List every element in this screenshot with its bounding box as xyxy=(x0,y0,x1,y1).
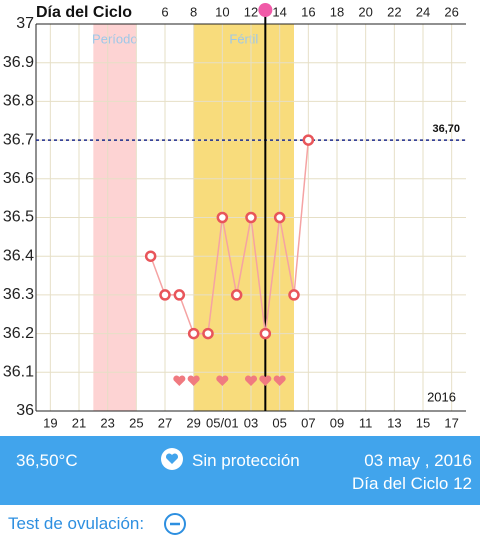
x2-tick-label: 24 xyxy=(416,4,430,19)
date: 03 may , 2016 xyxy=(364,451,472,470)
ovulation-label: Test de ovulación: xyxy=(8,514,145,533)
x-tick-label: 23 xyxy=(100,415,114,430)
y-tick-label: 36.2 xyxy=(3,325,34,342)
x2-tick-label: 18 xyxy=(330,4,344,19)
x2-tick-label: 14 xyxy=(272,4,286,19)
y-tick-label: 36.6 xyxy=(3,170,34,187)
band-label: Fértil xyxy=(229,31,258,46)
x-tick-label: 17 xyxy=(444,415,458,430)
x-tick-label: 13 xyxy=(387,415,401,430)
x2-tick-label: 10 xyxy=(215,4,229,19)
temperature-point xyxy=(259,327,272,340)
x-tick-label: 21 xyxy=(72,415,86,430)
x-tick-label: 09 xyxy=(330,415,344,430)
x-tick-label: 25 xyxy=(129,415,143,430)
heart-icon xyxy=(161,448,183,470)
chart: Día del Ciclo Período Fértil 36 36.1 36.2 36.… xyxy=(3,3,466,430)
temperature-point xyxy=(302,134,315,146)
heart xyxy=(273,375,286,386)
temperature-point xyxy=(273,211,286,224)
ovulation-toggle[interactable] xyxy=(163,512,187,536)
band-label: Período xyxy=(92,31,138,46)
y-tick-label: 36.1 xyxy=(3,364,34,381)
heart xyxy=(244,375,258,386)
x-tick-label: 03 xyxy=(244,415,258,430)
cursor-handle xyxy=(258,3,273,17)
temperature-point xyxy=(159,289,171,301)
x2-tick-label: 26 xyxy=(444,4,458,19)
y-tick-label: 36.4 xyxy=(3,247,34,264)
y-tick-label: 36.9 xyxy=(3,54,34,71)
y-tick-label: 36.7 xyxy=(3,131,34,148)
x-tick-label: 15 xyxy=(416,415,430,430)
x2-tick-label: 12 xyxy=(244,4,258,19)
year-label: 2016 xyxy=(427,389,456,404)
temperature: 36,50°C xyxy=(16,451,78,470)
heart xyxy=(216,375,229,386)
status-bar: 36,50°C Sin protección 03 may , 2016 Día… xyxy=(0,436,480,505)
reference-label: 36,70 xyxy=(432,123,460,135)
chart-title: Día del Ciclo xyxy=(36,4,132,21)
heart xyxy=(173,375,186,386)
temperature-point xyxy=(288,289,300,301)
x-tick-label: 29 xyxy=(186,415,200,430)
heart xyxy=(187,375,200,386)
x2-tick-label: 16 xyxy=(301,4,315,19)
protection: Sin protección xyxy=(192,451,300,470)
x2-tick-label: 6 xyxy=(161,4,168,19)
y-tick-label: 36.5 xyxy=(3,209,34,226)
heart xyxy=(259,375,272,386)
x2-tick-label: 20 xyxy=(358,4,372,19)
y-tick-label: 36.3 xyxy=(3,286,34,303)
x2-tick-label: 22 xyxy=(387,4,401,19)
x2-tick-label: 8 xyxy=(190,4,197,19)
temperature-point xyxy=(245,211,257,224)
ovulation-row: Test de ovulación: xyxy=(0,505,480,543)
x-tick-label: 11 xyxy=(359,415,373,430)
cycle-day: Día del Ciclo 12 xyxy=(351,474,472,493)
temperature-point xyxy=(187,327,200,340)
temperature-point xyxy=(144,250,157,262)
x-tick-label: 07 xyxy=(301,415,315,430)
x-tick-label: 05/01 xyxy=(206,415,239,430)
y-tick-label: 36 xyxy=(16,402,34,419)
x-tick-label: 19 xyxy=(43,415,57,430)
x-tick-label: 27 xyxy=(158,415,172,430)
temperature-point xyxy=(173,289,186,301)
y-tick-label: 37 xyxy=(16,15,34,32)
temperature-point xyxy=(202,327,214,340)
temperature-point xyxy=(230,289,243,301)
y-tick-label: 36.8 xyxy=(3,93,34,110)
x-tick-label: 05 xyxy=(272,415,286,430)
temperature-point xyxy=(216,211,229,224)
